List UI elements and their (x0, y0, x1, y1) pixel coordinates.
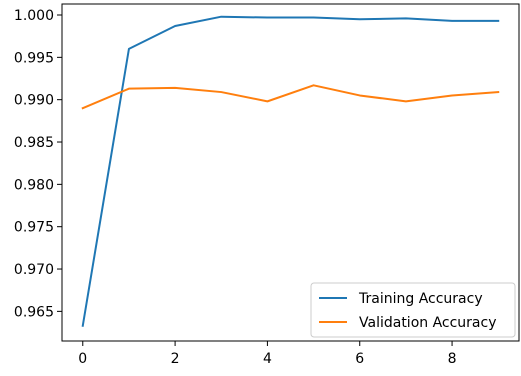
x-tick-label: 8 (448, 351, 457, 367)
y-tick-label: 0.995 (14, 50, 54, 66)
y-tick-label: 0.990 (14, 93, 54, 109)
y-tick-label: 0.985 (14, 135, 54, 151)
series-line-validation-accuracy (83, 85, 498, 108)
y-tick-label: 0.965 (14, 304, 54, 320)
series-line-training-accuracy (83, 17, 498, 326)
y-tick-label: 0.980 (14, 177, 54, 193)
x-axis: 0 2 4 6 8 (78, 341, 456, 367)
x-tick-label: 4 (263, 351, 272, 367)
series-group (83, 17, 498, 326)
x-tick-label: 6 (355, 351, 364, 367)
y-axis: 0.965 0.970 0.975 0.980 0.985 0.990 0.995 1.000 (14, 8, 62, 320)
legend: Training Accuracy Validation Accuracy (311, 283, 515, 337)
legend-label: Training Accuracy (358, 291, 483, 307)
x-tick-label: 0 (78, 351, 87, 367)
y-tick-label: 1.000 (14, 8, 54, 24)
x-tick-label: 2 (171, 351, 180, 367)
legend-label: Validation Accuracy (359, 315, 497, 331)
y-tick-label: 0.970 (14, 262, 54, 278)
y-tick-label: 0.975 (14, 220, 54, 236)
